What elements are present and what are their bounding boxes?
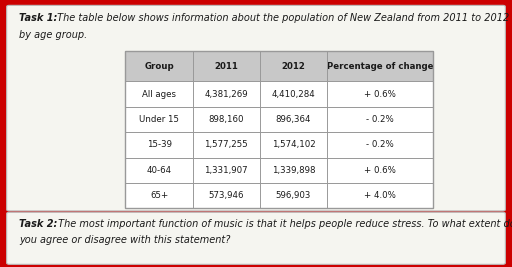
Bar	[125, 81, 433, 107]
Text: + 4.0%: + 4.0%	[364, 191, 396, 200]
Text: 40-64: 40-64	[146, 166, 172, 175]
Text: Task 2:: Task 2:	[19, 219, 58, 229]
Text: - 0.2%: - 0.2%	[366, 140, 394, 149]
Text: + 0.6%: + 0.6%	[364, 166, 396, 175]
Circle shape	[189, 80, 374, 176]
Bar	[125, 183, 433, 208]
Bar	[125, 107, 433, 132]
Text: you agree or disagree with this statement?: you agree or disagree with this statemen…	[19, 235, 231, 245]
Text: 896,364: 896,364	[275, 115, 311, 124]
Text: All ages: All ages	[142, 90, 176, 99]
Text: Percentage of change: Percentage of change	[327, 62, 433, 70]
Text: Task 1:: Task 1:	[19, 13, 58, 23]
FancyBboxPatch shape	[7, 5, 505, 211]
Text: by age group.: by age group.	[19, 30, 88, 40]
Text: 898,160: 898,160	[208, 115, 244, 124]
Text: 65+: 65+	[150, 191, 168, 200]
Text: 1,577,255: 1,577,255	[204, 140, 248, 149]
Bar	[125, 158, 433, 183]
Bar	[125, 51, 433, 81]
Bar	[125, 51, 433, 208]
Text: The table below shows information about the population of New Zealand from 2011 : The table below shows information about …	[54, 13, 509, 23]
Text: Under 15: Under 15	[139, 115, 179, 124]
Text: 4,381,269: 4,381,269	[204, 90, 248, 99]
Text: - 0.2%: - 0.2%	[366, 115, 394, 124]
Text: 596,903: 596,903	[276, 191, 311, 200]
Bar	[125, 132, 433, 158]
Text: 1,339,898: 1,339,898	[272, 166, 315, 175]
Text: 1,574,102: 1,574,102	[271, 140, 315, 149]
Text: 1,331,907: 1,331,907	[204, 166, 248, 175]
Text: 573,946: 573,946	[208, 191, 244, 200]
Text: 2012: 2012	[282, 62, 305, 70]
Text: + 0.6%: + 0.6%	[364, 90, 396, 99]
Text: Group: Group	[144, 62, 174, 70]
Text: 15-39: 15-39	[146, 140, 172, 149]
FancyBboxPatch shape	[7, 212, 505, 264]
Text: The most important function of music is that it helps people reduce stress. To w: The most important function of music is …	[55, 219, 512, 229]
Text: 4,410,284: 4,410,284	[271, 90, 315, 99]
Text: 2011: 2011	[215, 62, 238, 70]
